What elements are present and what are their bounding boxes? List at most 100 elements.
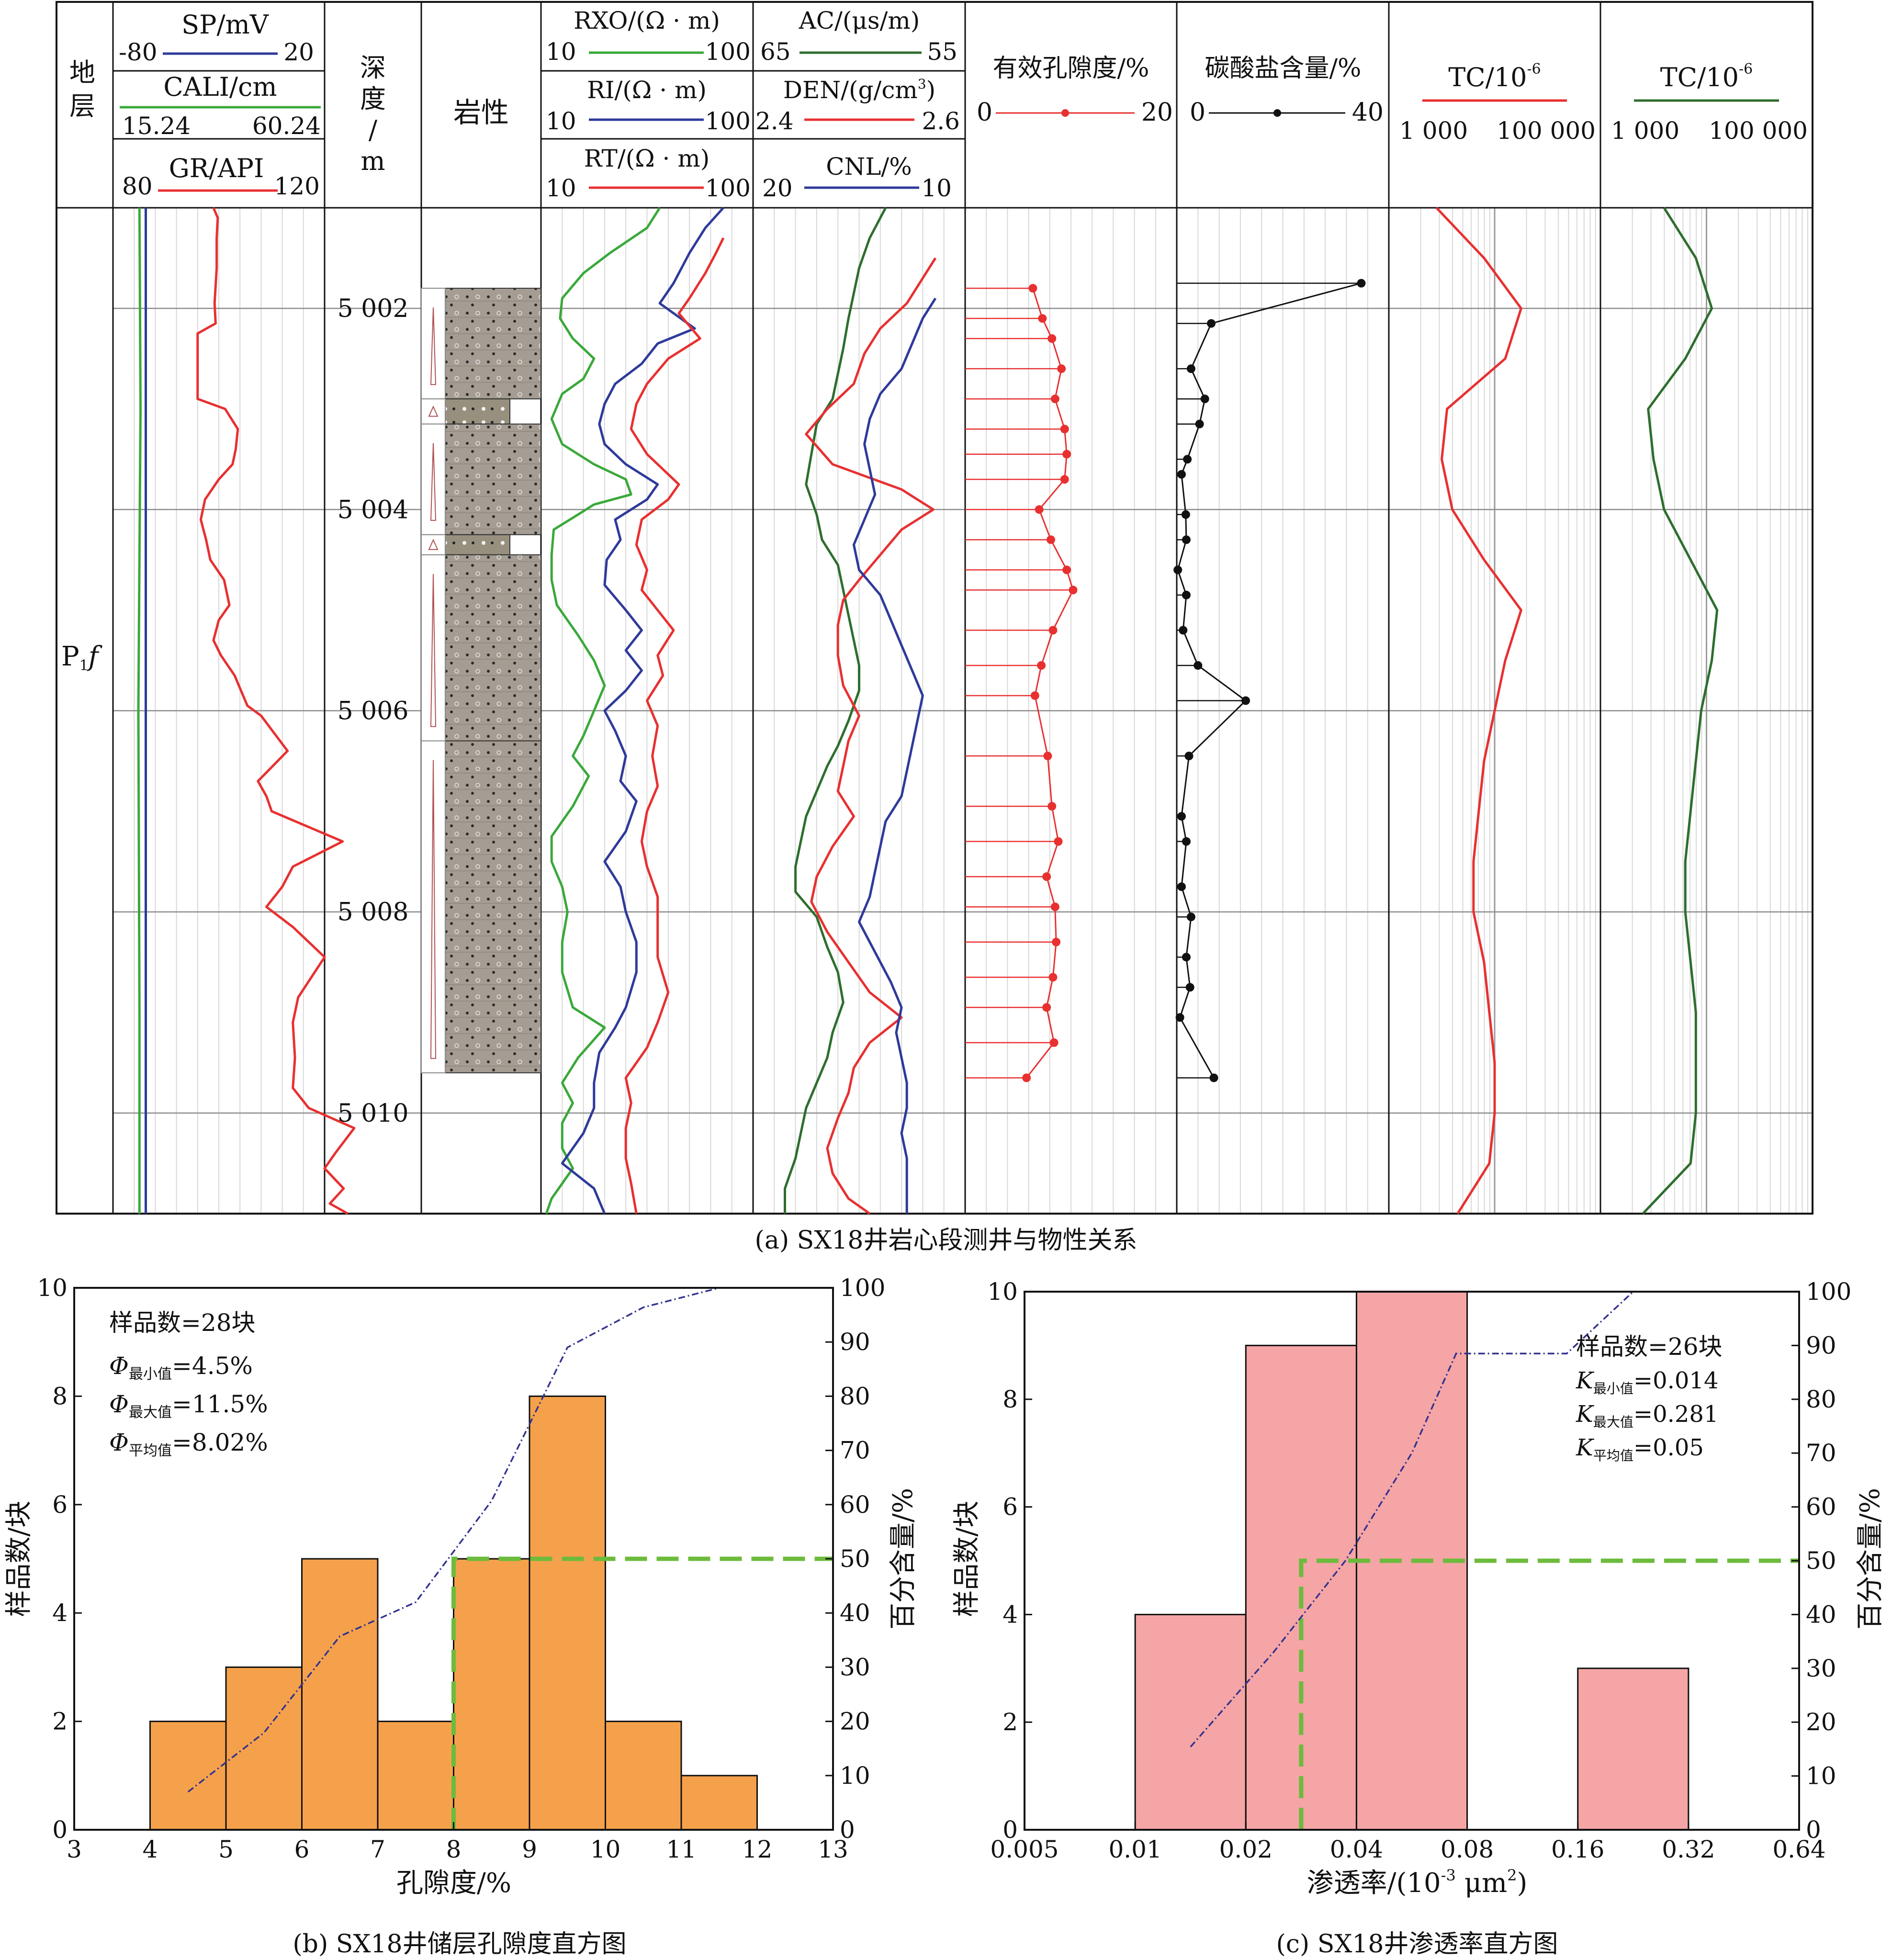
x-axis-label-sup: -3 [1441, 1866, 1456, 1884]
rt-max: 100 [705, 174, 751, 202]
porosity-point [1047, 802, 1057, 811]
x-axis-label: 渗透率/(10-3 μm2) [1307, 1866, 1528, 1899]
cnl-title: CNL/% [826, 153, 912, 180]
carbonate-point [1173, 565, 1182, 574]
tc2-max: 100 000 [1709, 117, 1808, 145]
y2-tick-label: 50 [1806, 1547, 1836, 1575]
porosity-legend-marker [1061, 109, 1069, 117]
porosity-point [1047, 535, 1056, 544]
lithology-bed [445, 740, 541, 1073]
tc2-curve [1642, 207, 1719, 1215]
x-tick-label: 0.64 [1772, 1836, 1825, 1863]
caption-a: (a) SX18井岩心段测井与物性关系 [755, 1226, 1137, 1255]
y2-tick-label: 50 [840, 1545, 870, 1573]
y2-tick-label: 70 [1806, 1439, 1836, 1467]
tc1-title: TC/10-6 [1448, 61, 1541, 92]
cali-min: 15.24 [122, 112, 191, 140]
stats-val: =4.5% [172, 1352, 253, 1380]
gr-curve [196, 207, 356, 1215]
y2-tick-label: 90 [840, 1328, 870, 1356]
sp-title: SP/mV [181, 10, 269, 40]
carbonate-point [1357, 279, 1366, 288]
porosity-point [1069, 586, 1078, 595]
depth-header-char: 度 [360, 84, 386, 114]
y-tick-label: 0 [1002, 1816, 1018, 1844]
grading-cell [421, 288, 446, 400]
carbonate-point [1241, 696, 1250, 705]
porosity-point [1042, 872, 1051, 881]
grading-triangle [430, 443, 437, 521]
depth-tick-label: 5 008 [338, 898, 409, 927]
x-tick-label: 11 [666, 1836, 697, 1863]
stats-line: K平均值=0.05 [1576, 1434, 1704, 1464]
stats-line: K最小值=0.014 [1576, 1367, 1719, 1397]
cali-max: 60.24 [252, 112, 321, 140]
y-tick-label: 2 [1002, 1708, 1018, 1736]
lithology-bed [445, 534, 510, 555]
carbonate-point [1195, 419, 1204, 428]
sp-min: -80 [119, 38, 158, 66]
cnl-curve [852, 297, 937, 1214]
sp-max: 20 [283, 38, 314, 66]
den-title-close: ) [926, 76, 936, 104]
y-tick-label: 4 [1002, 1600, 1018, 1628]
x-tick-label: 12 [742, 1836, 773, 1863]
x-tick-label: 0.005 [990, 1836, 1059, 1863]
porosity-max: 20 [1141, 98, 1173, 127]
carbonate-point [1181, 510, 1190, 519]
lithology-bed [445, 554, 541, 742]
panel-border [56, 1, 1813, 1215]
y2-tick-label: 30 [840, 1653, 870, 1681]
rt-min: 10 [546, 174, 576, 202]
x-tick-label: 4 [143, 1836, 158, 1863]
carbonate-point [1177, 470, 1186, 479]
stats-sub: 最小值 [129, 1366, 172, 1383]
depth-header-char: m [360, 146, 385, 176]
lithology-bed [445, 398, 510, 425]
den-title: DEN/(g/cm3) [783, 76, 935, 104]
porosity-point [1035, 505, 1044, 514]
grading-triangle [430, 574, 437, 727]
porosity-point [1047, 334, 1057, 343]
y2-tick-label: 10 [1806, 1762, 1836, 1790]
depth-header-char: / [369, 115, 378, 145]
median-line [451, 1556, 833, 1830]
carbonate-point [1183, 455, 1192, 464]
porosity-point [1043, 752, 1052, 761]
carbonate-max: 40 [1352, 98, 1384, 127]
stats-sub: 平均值 [129, 1442, 172, 1459]
porosity-point [1054, 837, 1063, 846]
x-tick-label: 3 [67, 1836, 82, 1863]
grading-cell [421, 534, 446, 555]
ri-title: RI/(Ω · m) [587, 76, 707, 104]
stats-val: =0.05 [1633, 1434, 1704, 1461]
grading-triangle [428, 406, 439, 417]
y-axis-label: 样品数/块 [3, 1501, 34, 1617]
porosity-point [1048, 973, 1058, 982]
y-tick-label: 2 [52, 1708, 68, 1735]
grading-triangle [430, 760, 437, 1059]
carbonate-point [1182, 837, 1191, 846]
y2-tick-label: 10 [840, 1762, 870, 1790]
stats-sub: 最大值 [1593, 1414, 1633, 1430]
y2-tick-label: 80 [1806, 1386, 1836, 1413]
cnl-max: 10 [921, 174, 952, 202]
stats-count: 样品数=26块 [1576, 1333, 1723, 1361]
grading-triangle [428, 539, 439, 550]
x-tick-label: 10 [590, 1836, 621, 1863]
y-tick-label: 8 [1002, 1386, 1018, 1413]
y2-tick-label: 80 [840, 1382, 870, 1410]
carbonate-point [1186, 364, 1195, 373]
histogram-bar [1577, 1667, 1689, 1831]
y2-tick-label: 100 [840, 1274, 885, 1302]
y2-tick-label: 60 [840, 1491, 870, 1519]
y2-axis-label: 百分含量/% [1855, 1488, 1886, 1630]
carbonate-point [1182, 953, 1191, 962]
carbonate-point [1184, 752, 1194, 761]
porosity-point [1052, 937, 1061, 946]
x-tick-label: 9 [522, 1836, 537, 1863]
carbonate-point [1177, 812, 1186, 821]
porosity-point [1022, 1073, 1031, 1082]
porosity-point [1057, 364, 1066, 373]
tc1-curve [1435, 207, 1522, 1215]
